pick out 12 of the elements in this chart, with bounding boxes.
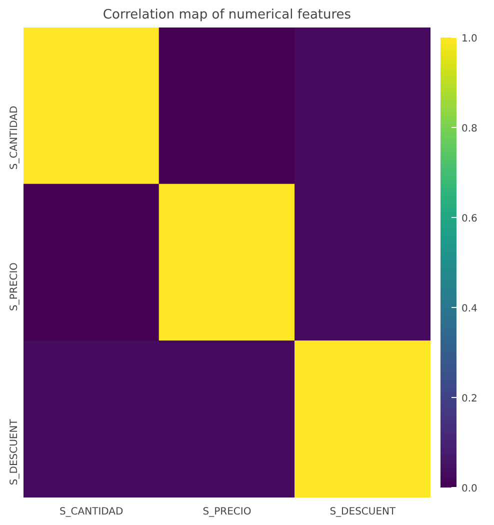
- x-tick-label: S_DESCUENT: [330, 506, 397, 518]
- color-bar-label: 0.4: [462, 304, 478, 314]
- x-tick-label: S_PRECIO: [202, 506, 252, 518]
- color-bar-label: 1.0: [462, 34, 478, 44]
- color-bar-label: 0.8: [462, 124, 478, 134]
- x-tick-label: S_CANTIDAD: [59, 506, 124, 518]
- color-bar-label: 0.6: [462, 214, 478, 224]
- color-bar-label: 0.2: [462, 394, 478, 404]
- color-bar-label: 0.0: [462, 484, 478, 494]
- chart-title: Correlation map of numerical features: [102, 8, 352, 22]
- y-tick-label: S_CANTIDAD: [9, 106, 20, 170]
- y-tick-label: S_PRECIO: [9, 262, 20, 311]
